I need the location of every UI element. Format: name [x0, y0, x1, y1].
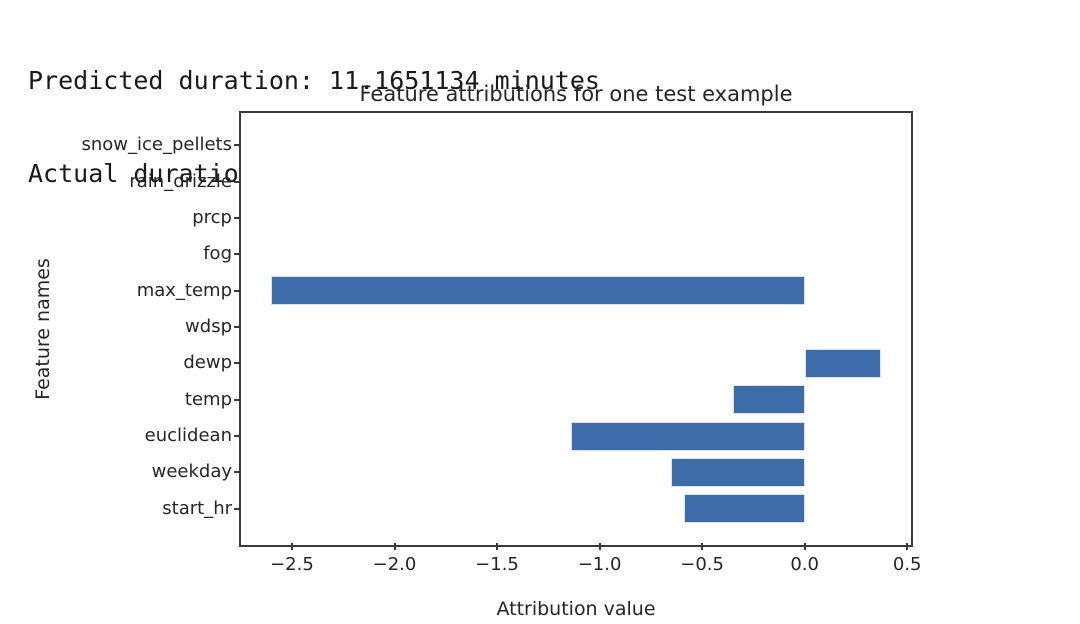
- bar-dewp: [804, 348, 881, 378]
- x-tick: [906, 543, 909, 550]
- x-tick: [496, 543, 499, 550]
- y-tick-label: wdsp: [185, 316, 232, 337]
- stdout-line-predicted: Predicted duration: 11.1651134 minutes: [28, 66, 600, 95]
- y-tick: [234, 398, 241, 401]
- x-tick-label: 0.5: [892, 554, 922, 575]
- x-tick-label: −2.0: [372, 554, 417, 575]
- x-tick-label: −1.5: [475, 554, 519, 575]
- y-tick: [234, 435, 241, 438]
- y-tick-label: temp: [184, 388, 232, 410]
- bar-max_temp: [271, 276, 805, 306]
- y-tick-label: rain_drizzle: [129, 170, 232, 192]
- y-tick-label: start_hr: [162, 497, 232, 519]
- x-tick-label: −1.0: [577, 554, 622, 575]
- bar-euclidean: [570, 421, 805, 451]
- bar-start_hr: [683, 494, 805, 524]
- y-tick-label: prcp: [192, 206, 232, 228]
- y-tick-label: max_temp: [136, 279, 232, 301]
- y-tick-label: weekday: [151, 461, 232, 483]
- plot-area: [239, 111, 913, 547]
- y-tick: [234, 362, 241, 365]
- x-tick-label: −0.5: [680, 554, 724, 575]
- x-tick: [803, 543, 806, 550]
- y-tick: [234, 471, 241, 474]
- y-tick: [234, 253, 241, 256]
- y-tick: [234, 216, 241, 219]
- x-tick: [598, 543, 601, 550]
- x-tick: [290, 543, 293, 550]
- y-tick-label: fog: [203, 243, 232, 265]
- bar-weekday: [671, 457, 805, 487]
- y-tick-label: euclidean: [144, 425, 232, 447]
- y-tick: [234, 507, 241, 510]
- x-tick: [701, 543, 704, 550]
- chart-title: Feature attributions for one test exampl…: [359, 82, 793, 106]
- y-tick: [234, 326, 241, 328]
- y-tick: [234, 289, 241, 292]
- y-tick-label: dewp: [183, 352, 232, 374]
- bar-temp: [732, 385, 805, 415]
- y-tick: [234, 180, 241, 183]
- x-tick-label: 0.0: [790, 554, 819, 575]
- y-tick-label: snow_ice_pellets: [81, 134, 232, 156]
- y-tick: [234, 144, 241, 147]
- matplotlib-figure: Feature attributions for one test exampl…: [0, 70, 1080, 624]
- x-tick: [393, 543, 396, 550]
- x-axis-label: Attribution value: [496, 598, 656, 620]
- x-tick-label: −2.5: [270, 554, 314, 575]
